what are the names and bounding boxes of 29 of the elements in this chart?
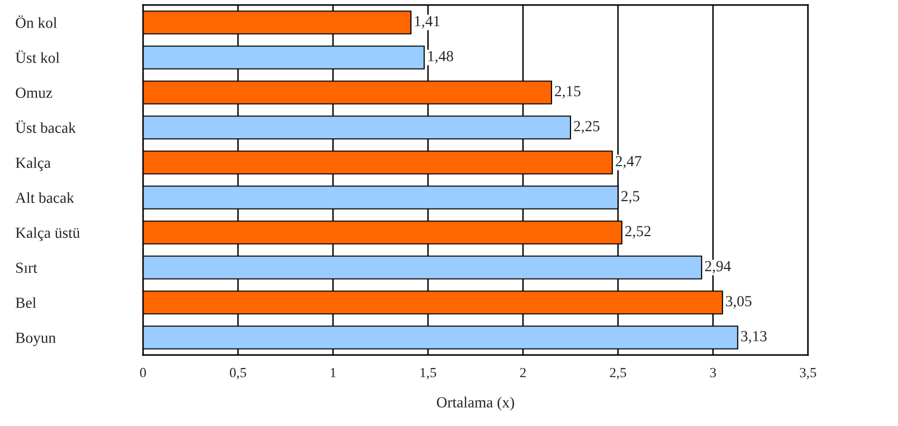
data-label: 2,5 (621, 191, 640, 204)
data-label: 1,41 (415, 16, 440, 29)
x-tick-label: 0,5 (230, 368, 246, 380)
y-tick-label: Sırt (16, 262, 38, 273)
data-label: 2,94 (705, 261, 731, 274)
x-tick-label: 2,5 (610, 368, 626, 380)
data-label: 1,48 (428, 51, 454, 64)
y-tick-label: Omuz (16, 88, 52, 98)
x-tick-label: 3 (710, 368, 716, 378)
data-label: 3,13 (741, 331, 767, 344)
x-tick-label: 3,5 (800, 368, 816, 380)
y-tick-label: Alt bacak (15, 192, 74, 203)
x-axis-title: Ortalama (x) (436, 396, 514, 411)
data-label: 2,15 (554, 86, 580, 99)
x-tick-label: 1,5 (420, 368, 436, 380)
y-tick-label: Üst bacak (16, 120, 76, 133)
data-label: 3,05 (726, 296, 752, 309)
x-tick-label: 0 (140, 368, 146, 378)
data-label: 2,25 (574, 121, 600, 134)
y-tick-label: Bel (16, 297, 36, 308)
y-tick-label: Ön kol (16, 15, 57, 28)
x-tick-label: 1 (330, 368, 336, 378)
x-tick-label: 2 (520, 368, 526, 378)
data-label: 2,47 (616, 156, 642, 169)
data-label: 2,52 (625, 226, 650, 239)
y-tick-label: Kalça (16, 157, 51, 172)
y-tick-label: Kalça üstü (16, 227, 80, 242)
y-tick-label: Boyun (16, 332, 56, 346)
y-tick-label: Üst kol (16, 50, 60, 63)
